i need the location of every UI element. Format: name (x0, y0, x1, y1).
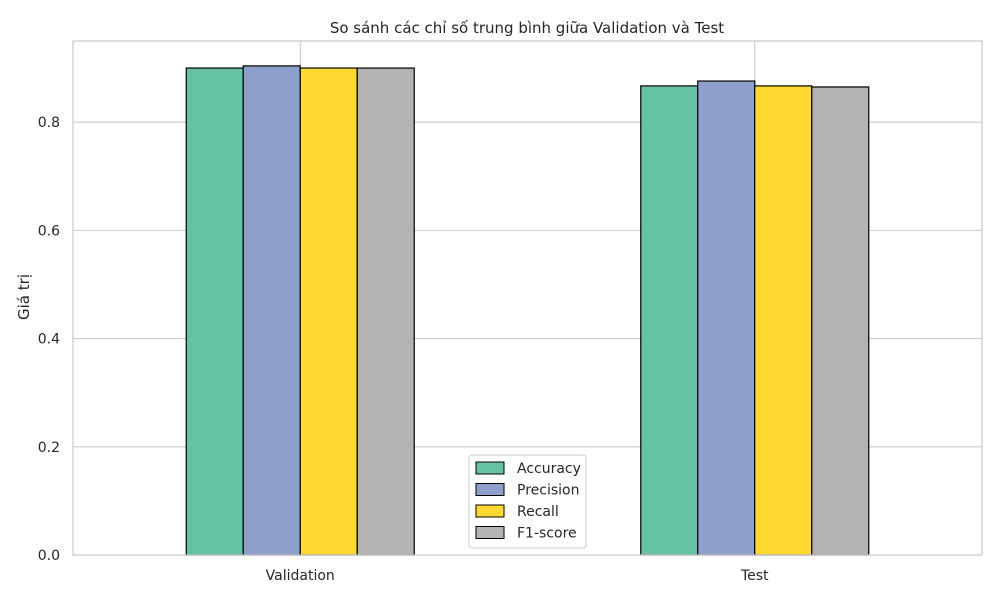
legend-label: Accuracy (517, 461, 581, 477)
legend-label: Precision (517, 483, 579, 499)
chart-title: So sánh các chỉ số trung bình giữa Valid… (330, 19, 724, 37)
y-tick-label: 0.0 (38, 548, 60, 564)
legend-label: F1-score (517, 526, 577, 542)
bar-f1-score-test (811, 86, 870, 556)
legend-swatch (475, 504, 505, 518)
y-axis-label: Giá trị (15, 274, 33, 320)
bars (185, 65, 870, 556)
bar-precision-test (697, 80, 756, 556)
x-tick-label: Validation (266, 568, 335, 584)
legend-swatch (475, 483, 505, 496)
y-tick-label: 0.2 (38, 440, 60, 456)
bar-precision-validation (242, 65, 301, 556)
bar-recall-test (754, 85, 813, 556)
bar-accuracy-validation (185, 67, 244, 556)
legend-swatch (475, 526, 505, 539)
legend-box (468, 454, 587, 549)
y-tick-label: 0.8 (38, 115, 60, 131)
bar-accuracy-test (640, 85, 699, 556)
legend-swatch (475, 461, 505, 475)
y-tick-label: 0.6 (38, 223, 60, 239)
y-tick-label: 0.4 (38, 332, 60, 348)
plot-frame (72, 40, 983, 556)
bar-recall-validation (299, 67, 358, 556)
x-tick-label: Test (740, 568, 769, 584)
legend-label: Recall (517, 504, 559, 520)
legend: Accuracy Precision Recall F1-score (468, 454, 587, 549)
bar-f1-score-validation (356, 67, 415, 556)
axes: 0.0 0.2 0.4 0.6 0.8 Validation Test (38, 40, 983, 584)
